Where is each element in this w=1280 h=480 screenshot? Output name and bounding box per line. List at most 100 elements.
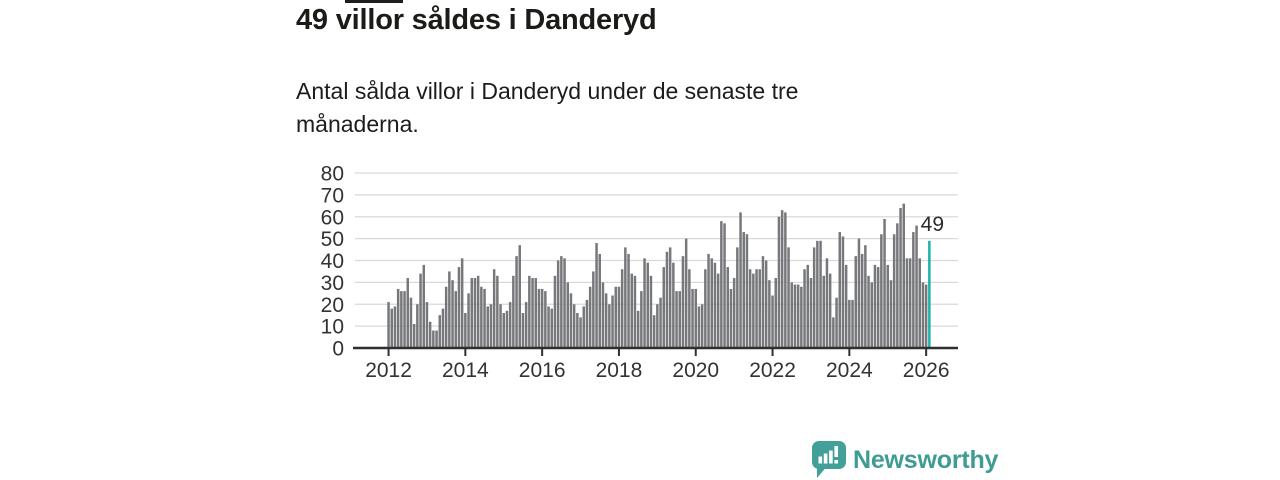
- bar: [425, 302, 429, 348]
- bar: [758, 269, 761, 348]
- bar: [896, 223, 899, 348]
- bar: [816, 240, 819, 348]
- bar: [870, 282, 873, 349]
- bar: [739, 212, 742, 349]
- y-tick-label: 0: [332, 338, 344, 361]
- bar: [694, 288, 697, 348]
- bar: [723, 223, 726, 348]
- bar: [761, 256, 765, 349]
- bar: [640, 291, 643, 349]
- newsworthy-wordmark: Newsworthy: [853, 445, 999, 474]
- bar: [598, 253, 601, 348]
- bar: [547, 306, 550, 348]
- bar: [524, 302, 528, 348]
- bar: [560, 256, 563, 349]
- bar: [828, 273, 832, 349]
- bar: [595, 243, 598, 348]
- bar: [505, 310, 509, 348]
- bar: [537, 288, 541, 348]
- bar: [812, 247, 816, 349]
- bar: [457, 267, 461, 348]
- bar: [899, 208, 902, 348]
- bar: [643, 258, 646, 348]
- bar: [428, 321, 432, 348]
- bar: [752, 273, 755, 349]
- bar: [652, 315, 656, 348]
- bar: [646, 262, 649, 348]
- bar: [832, 317, 835, 349]
- y-tick-label: 50: [321, 228, 344, 251]
- bar: [915, 225, 918, 348]
- bar: [633, 275, 637, 348]
- bar: [432, 330, 435, 348]
- x-axis: 2012 2014 2016 2018 2020 2022 2024 2026: [365, 348, 950, 382]
- bar: [441, 308, 445, 349]
- bar: [409, 297, 413, 348]
- bar: [835, 297, 838, 348]
- x-tick-label: 2020: [672, 359, 719, 382]
- bar: [784, 212, 787, 349]
- newsworthy-logo-icon: [812, 441, 846, 478]
- bar: [908, 258, 912, 348]
- bar: [851, 299, 854, 349]
- bar: [624, 247, 627, 349]
- bar: [585, 299, 589, 349]
- bar: [451, 280, 454, 348]
- bar: [512, 275, 515, 348]
- bar: [736, 247, 739, 349]
- bar: [444, 286, 448, 348]
- bar: [864, 245, 867, 348]
- bar: [684, 238, 688, 349]
- bar: [611, 295, 614, 348]
- bar: [419, 273, 422, 349]
- bar: [876, 267, 880, 348]
- bar: [556, 260, 560, 348]
- bar: [764, 260, 768, 348]
- bar: [707, 253, 710, 348]
- bar: [499, 304, 502, 348]
- bar: [489, 304, 493, 348]
- bar: [393, 306, 397, 348]
- bar: [435, 330, 438, 348]
- bar: [873, 264, 877, 349]
- bar: [521, 313, 525, 348]
- x-tick-label: 2022: [749, 359, 796, 382]
- bar: [688, 269, 691, 348]
- y-tick-label: 20: [321, 294, 344, 317]
- bar: [518, 245, 521, 348]
- bar: [569, 293, 573, 348]
- bar: [582, 306, 585, 348]
- bar: [777, 216, 781, 348]
- bar: [825, 258, 829, 348]
- bar: [854, 256, 857, 349]
- bar: [924, 284, 928, 348]
- bar: [704, 269, 707, 348]
- bar: [793, 284, 797, 348]
- bar: [476, 275, 480, 348]
- bar: [675, 291, 678, 349]
- bar: [796, 284, 800, 348]
- bar: [672, 262, 675, 348]
- bar: [592, 271, 595, 348]
- bar: [745, 234, 749, 348]
- bar: [848, 299, 851, 349]
- bar: [918, 258, 921, 348]
- bar: [579, 317, 582, 349]
- bar: [822, 275, 825, 348]
- bar: [656, 304, 659, 348]
- bar: [636, 310, 640, 348]
- bar: [668, 247, 672, 349]
- bar: [710, 258, 713, 348]
- bar: [742, 232, 745, 348]
- bar: [790, 282, 793, 349]
- bar: [617, 286, 621, 348]
- bar: [860, 253, 864, 348]
- bar: [806, 264, 809, 349]
- bar: [528, 275, 531, 348]
- bar: [492, 269, 496, 348]
- bar: [396, 288, 400, 348]
- bar: [483, 288, 486, 348]
- bar: [460, 258, 464, 348]
- bar: [473, 278, 477, 348]
- bar: [681, 256, 685, 349]
